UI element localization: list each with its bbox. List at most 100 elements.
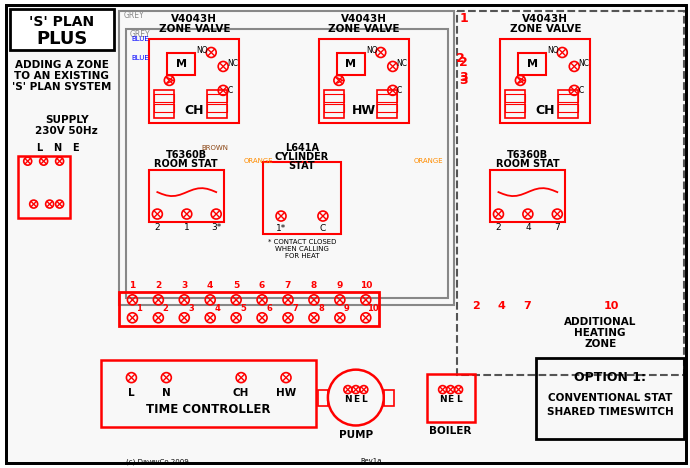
Text: ZONE VALVE: ZONE VALVE: [510, 23, 581, 34]
Text: C: C: [227, 86, 233, 95]
Text: NC: NC: [397, 59, 408, 68]
Text: E: E: [72, 143, 79, 153]
Text: L: L: [128, 388, 135, 398]
Text: CH: CH: [233, 388, 249, 398]
Text: (c) DaveyCo 2009: (c) DaveyCo 2009: [126, 458, 189, 465]
Text: 3: 3: [460, 74, 468, 87]
Text: 5: 5: [240, 304, 246, 313]
Text: NC: NC: [578, 59, 589, 68]
Text: ZONE VALVE: ZONE VALVE: [159, 23, 230, 34]
Text: SHARED TIMESWITCH: SHARED TIMESWITCH: [546, 407, 673, 417]
Bar: [324, 95, 344, 102]
Bar: [168, 53, 195, 75]
Text: HW: HW: [276, 388, 296, 398]
Text: L: L: [361, 395, 366, 404]
Text: 4: 4: [215, 304, 220, 313]
Bar: [10, 8, 115, 51]
Text: 2: 2: [155, 222, 160, 232]
Bar: [558, 95, 578, 102]
Bar: [536, 358, 684, 439]
Text: TO AN EXISTING: TO AN EXISTING: [14, 72, 109, 81]
Text: 4: 4: [497, 301, 505, 311]
Text: 'S' PLAN: 'S' PLAN: [29, 15, 94, 29]
Text: V4043H: V4043H: [341, 14, 387, 23]
Text: 4: 4: [525, 222, 531, 232]
Bar: [149, 170, 224, 222]
Bar: [155, 104, 175, 112]
Text: 9: 9: [344, 304, 350, 313]
Text: E: E: [353, 395, 359, 404]
Text: 1: 1: [137, 304, 142, 313]
Bar: [324, 104, 344, 112]
Text: * CONTACT CLOSED: * CONTACT CLOSED: [268, 239, 336, 245]
Bar: [518, 53, 546, 75]
Text: 10: 10: [604, 301, 619, 311]
Bar: [377, 90, 397, 118]
Bar: [119, 292, 379, 326]
Text: 1*: 1*: [276, 224, 286, 233]
Text: BROWN: BROWN: [201, 145, 228, 151]
Bar: [506, 95, 525, 102]
Text: N: N: [54, 143, 61, 153]
Text: WHEN CALLING: WHEN CALLING: [275, 246, 329, 252]
Text: L641A: L641A: [285, 143, 319, 153]
Text: ORANGE: ORANGE: [244, 158, 274, 164]
Text: L: L: [37, 143, 43, 153]
Text: T6360B: T6360B: [166, 150, 207, 160]
Bar: [155, 90, 175, 118]
Text: C: C: [578, 86, 584, 95]
Text: OPTION 1:: OPTION 1:: [574, 371, 646, 384]
Text: T6360B: T6360B: [507, 150, 548, 160]
Text: 8: 8: [310, 281, 317, 290]
Bar: [324, 90, 344, 118]
Text: ORANGE: ORANGE: [414, 158, 443, 164]
Bar: [18, 156, 70, 218]
Bar: [263, 162, 341, 234]
Bar: [457, 11, 684, 374]
Text: ADDITIONAL: ADDITIONAL: [564, 317, 636, 327]
Text: Rev1a: Rev1a: [361, 458, 382, 464]
Text: V4043H: V4043H: [171, 14, 217, 23]
Text: E: E: [448, 395, 453, 404]
Text: 3: 3: [188, 304, 194, 313]
Text: 3*: 3*: [211, 222, 221, 232]
Text: 2: 2: [456, 52, 465, 65]
Text: NO: NO: [547, 46, 559, 55]
Bar: [207, 104, 227, 112]
Text: NO: NO: [197, 46, 208, 55]
Text: STAT: STAT: [288, 161, 315, 171]
Text: 7: 7: [292, 304, 298, 313]
Text: 2: 2: [162, 304, 168, 313]
Text: ROOM STAT: ROOM STAT: [155, 159, 218, 169]
Text: N: N: [344, 395, 352, 404]
Text: 6: 6: [259, 281, 265, 290]
Text: 2: 2: [472, 301, 480, 311]
Text: N: N: [439, 395, 446, 404]
Text: HW: HW: [352, 104, 376, 117]
Text: PUMP: PUMP: [339, 431, 373, 440]
Text: 2: 2: [459, 56, 468, 69]
Text: BLUE: BLUE: [131, 56, 149, 61]
Text: NC: NC: [227, 59, 238, 68]
Bar: [101, 360, 316, 427]
Text: HEATING: HEATING: [575, 328, 626, 338]
Text: 230V 50Hz: 230V 50Hz: [35, 126, 98, 136]
Bar: [126, 29, 448, 298]
Text: GREY: GREY: [124, 11, 144, 20]
Text: C: C: [319, 224, 326, 233]
Text: 5: 5: [233, 281, 239, 290]
Bar: [506, 90, 525, 118]
Bar: [506, 104, 525, 112]
Text: GREY: GREY: [130, 30, 150, 39]
Text: 1: 1: [184, 222, 190, 232]
Bar: [426, 373, 475, 422]
Text: 9: 9: [337, 281, 343, 290]
Text: 6: 6: [266, 304, 272, 313]
Text: ROOM STAT: ROOM STAT: [495, 159, 559, 169]
Bar: [207, 90, 227, 118]
Bar: [207, 95, 227, 102]
Text: CONVENTIONAL STAT: CONVENTIONAL STAT: [548, 393, 672, 402]
Text: 2: 2: [495, 222, 501, 232]
Text: BOILER: BOILER: [429, 426, 472, 437]
Text: L: L: [455, 395, 462, 404]
